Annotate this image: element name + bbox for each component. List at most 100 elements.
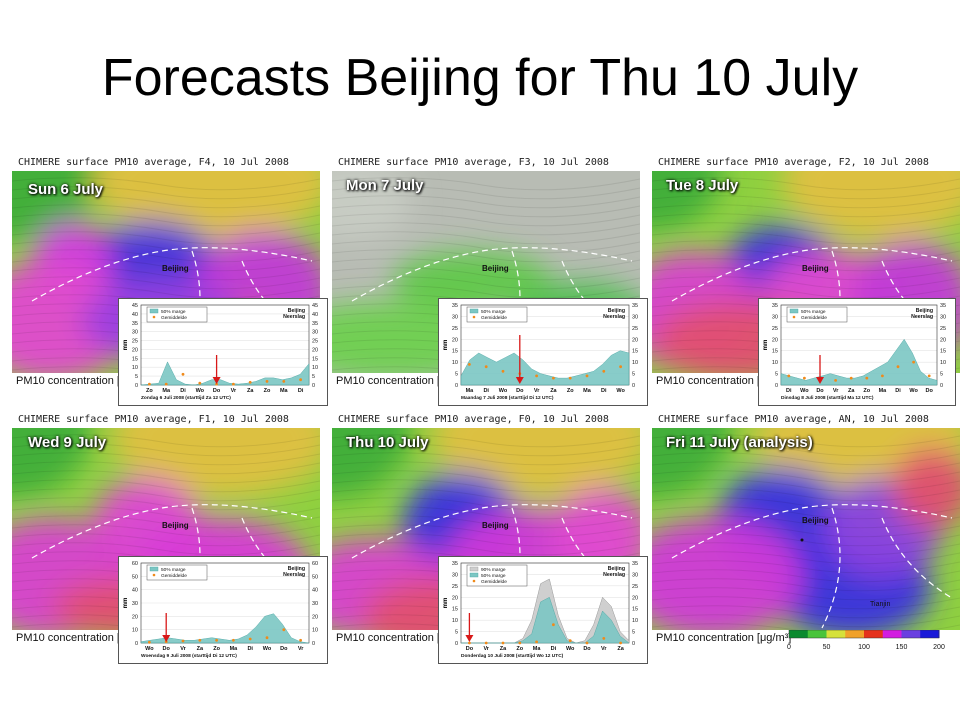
terrain-shade (12, 497, 320, 511)
legend-label-average: Gemiddelde (481, 579, 507, 585)
x-tick-label: Di (786, 388, 792, 394)
terrain-shade (332, 222, 640, 236)
pm10-map: Beijing (12, 428, 320, 630)
concentration-legend-label: PM10 concentration [μg (336, 632, 453, 644)
chart-footer: Zondag 6 Juli 2008 (starttijd Za 12 UTC) (141, 395, 231, 401)
terrain-shade (12, 524, 320, 538)
terrain-shade (652, 605, 960, 619)
terrain-shade (332, 434, 640, 448)
average-dot (568, 639, 572, 643)
meteogram-inset: 0 0 10 10 20 20 30 30 40 40 50 50 60 60 mm Wo Do Vr Za Zo Ma… (118, 556, 328, 664)
legend-swatch-average (152, 573, 156, 577)
terrain-shade (332, 479, 640, 493)
average-dot (215, 638, 218, 642)
legend-label-50: 50% marge (801, 309, 826, 315)
y-tick-label: 0 (455, 383, 458, 389)
uncertainty-band-50 (461, 596, 630, 644)
terrain-shade (332, 623, 640, 630)
y-tick-label: 0 (775, 383, 778, 389)
y-tick-label-right: 15 (312, 356, 318, 362)
pm10-map: Beijing Tianjin (652, 428, 960, 630)
x-tick-label: Do (583, 646, 591, 652)
average-dot (148, 640, 151, 644)
target-day-arrowhead (212, 377, 221, 384)
y-tick-label: 20 (132, 347, 138, 353)
x-tick-label: Di (247, 646, 253, 652)
average-dot (265, 636, 269, 640)
terrain-shade (332, 267, 640, 281)
province-boundary (671, 504, 953, 559)
average-dot (834, 379, 837, 382)
beijing-label: Beijing (162, 264, 189, 273)
chart-location-title: Beijing (288, 308, 305, 314)
concentration-blob (782, 171, 960, 241)
y-tick-label-right: 35 (632, 561, 638, 567)
terrain-shade (652, 240, 960, 254)
x-tick-label: Di (483, 388, 489, 394)
y-tick-label: 20 (452, 337, 458, 343)
x-tick-label: Di (601, 388, 607, 394)
concentration-legend-label: PM10 concentration [μg (656, 375, 773, 387)
y-tick-label: 5 (455, 372, 458, 378)
terrain-shade (12, 222, 320, 236)
concentration-colorbar: 0 50 100 150 200 (785, 629, 945, 659)
terrain-shade (332, 497, 640, 511)
terrain-shade (12, 267, 320, 281)
legend-frame (786, 306, 848, 323)
legend-swatch-50 (149, 308, 159, 314)
x-tick-label: Ma (162, 388, 171, 394)
y-tick-label-right: 15 (940, 349, 946, 355)
y-tick-label-right: 30 (632, 572, 638, 578)
beijing-label: Beijing (802, 516, 829, 525)
x-tick-label: Ma (230, 646, 239, 652)
x-tick-label: Wo (196, 388, 205, 394)
terrain-shade (332, 515, 640, 529)
x-tick-label: Di (551, 646, 557, 652)
concentration-blob (892, 448, 960, 528)
y-axis-label: mm (763, 340, 769, 351)
beijing-label: Beijing (802, 264, 829, 273)
terrain-shade (652, 204, 960, 218)
x-tick-label: Ma (879, 388, 888, 394)
target-day-arrowhead (816, 377, 824, 384)
average-dot (198, 381, 202, 385)
y-tick-label-right: 10 (312, 365, 318, 371)
chart-footer: Maandag 7 Juli 2008 (starttijd Di 12 UTC… (461, 395, 554, 401)
average-dot (881, 374, 884, 378)
terrain-shade (652, 177, 960, 191)
average-dot (927, 374, 931, 378)
beijing-label: Beijing (482, 521, 509, 530)
concentration-legend-label: PM10 concentration [μg/m³] (656, 632, 792, 644)
chart-variable-title: Neerslag (283, 314, 305, 320)
x-tick-label: Do (280, 646, 288, 652)
y-tick-label: 25 (452, 326, 458, 332)
terrain-shade (12, 515, 320, 529)
y-tick-label: 10 (772, 360, 778, 366)
terrain-shade (12, 488, 320, 502)
average-dot (299, 638, 302, 642)
average-dot (232, 382, 235, 386)
tianjin-label: Tianjin (870, 601, 890, 608)
terrain-shade (652, 524, 960, 538)
legend-frame (146, 564, 208, 581)
x-tick-label: Za (617, 646, 624, 652)
y-tick-label-right: 5 (940, 372, 943, 378)
chart-variable-title: Neerslag (911, 314, 933, 320)
x-tick-label: Wo (616, 388, 625, 394)
colorbar-segment (920, 630, 940, 638)
panel-header: CHIMERE surface PM10 average, F3, 10 Jul… (338, 157, 609, 168)
y-tick-label: 30 (132, 601, 138, 607)
terrain-shade (652, 488, 960, 502)
terrain-shade (332, 488, 640, 502)
x-tick-label: Wo (566, 646, 575, 652)
y-tick-label-right: 50 (312, 574, 318, 580)
x-tick-label: Ma (466, 388, 475, 394)
average-dot (501, 369, 505, 373)
y-tick-label-right: 0 (632, 641, 635, 647)
legend-frame (146, 306, 208, 323)
y-tick-label-right: 15 (632, 349, 638, 355)
y-tick-label-right: 10 (632, 360, 638, 366)
average-dot (787, 374, 791, 378)
